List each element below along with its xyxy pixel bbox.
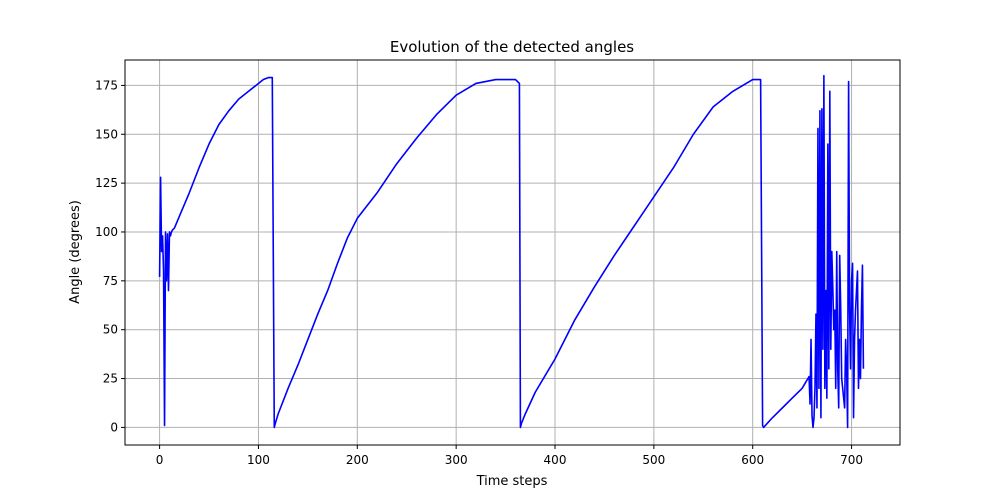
series-layer xyxy=(158,74,865,429)
chart-title: Evolution of the detected angles xyxy=(390,38,634,56)
y-tick-label: 0 xyxy=(110,420,118,434)
x-tick-label: 400 xyxy=(544,453,567,467)
x-axis: 0 100 200 300 400 500 600 700 xyxy=(156,445,863,467)
x-tick-label: 200 xyxy=(346,453,369,467)
x-tick-label: 100 xyxy=(247,453,270,467)
x-tick-label: 700 xyxy=(840,453,863,467)
y-tick-label: 25 xyxy=(103,372,118,386)
y-axis: 0 25 50 75 100 125 150 175 xyxy=(95,78,125,434)
y-tick-label: 100 xyxy=(95,225,118,239)
x-tick-label: 0 xyxy=(156,453,164,467)
x-tick-label: 500 xyxy=(642,453,665,467)
x-tick-label: 300 xyxy=(445,453,468,467)
y-tick-label: 125 xyxy=(95,176,118,190)
y-axis-label: Angle (degrees) xyxy=(68,200,83,304)
y-tick-label: 175 xyxy=(95,78,118,92)
grid xyxy=(125,60,900,445)
y-tick-label: 75 xyxy=(103,274,118,288)
x-axis-label: Time steps xyxy=(476,474,548,489)
y-tick-label: 50 xyxy=(103,323,118,337)
series-line xyxy=(158,74,865,429)
y-tick-label: 150 xyxy=(95,127,118,141)
plot-frame xyxy=(124,59,901,446)
x-tick-label: 600 xyxy=(741,453,764,467)
